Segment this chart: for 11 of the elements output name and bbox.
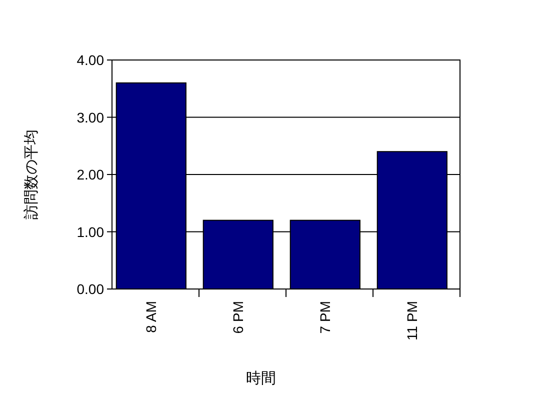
y-tick-label: 0.00 [76,281,104,297]
y-tick-label: 1.00 [76,224,104,240]
y-tick-label: 2.00 [76,166,104,182]
y-axis-title: 訪問数の平均 [23,130,40,220]
x-tick-label: 6 PM [230,301,246,334]
x-tick-label: 11 PM [404,301,420,340]
x-tick-label: 8 AM [143,301,160,333]
y-tick-label: 3.00 [76,109,104,126]
x-tick-label: 7 PM [317,301,334,334]
x-axis-title: 時間 [246,370,276,387]
y-tick-label: 4.00 [76,52,104,68]
